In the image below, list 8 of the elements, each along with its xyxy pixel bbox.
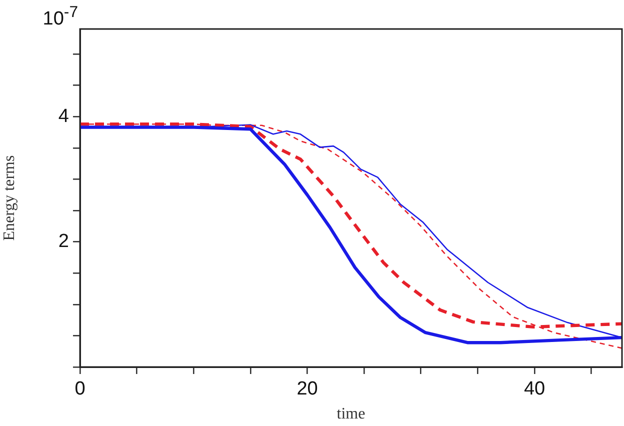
x-tick-label: 40 [524,378,546,400]
x-tick-label: 20 [296,378,318,400]
y-axis-title: Energy terms [0,155,18,241]
text: 10$^{-7}$ [42,4,78,30]
x-axis-title: time [336,406,366,423]
y-tick-label: 4 [58,106,70,127]
x-tick-label: 0 [74,378,86,400]
y-tick-label: 2 [58,231,69,252]
